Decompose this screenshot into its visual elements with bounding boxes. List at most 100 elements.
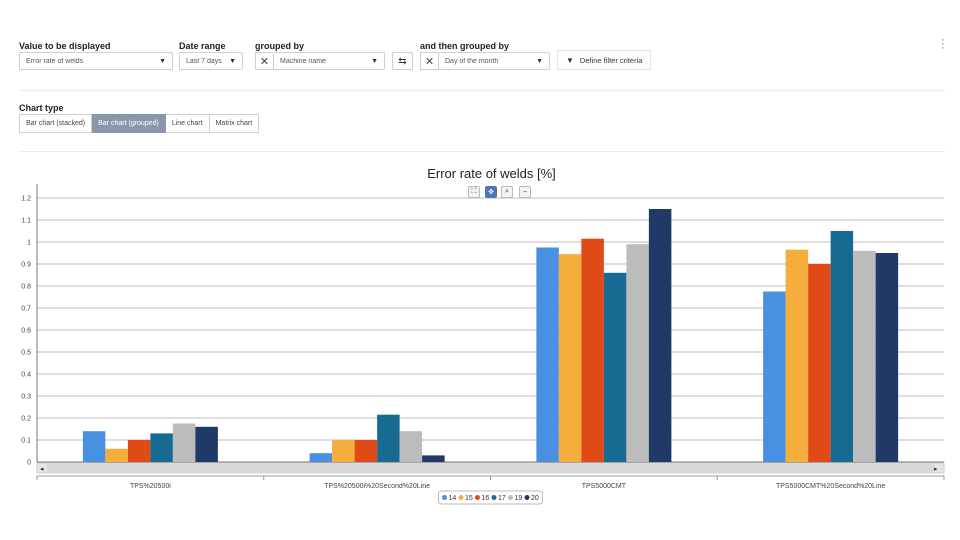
swap-icon: ⇆ xyxy=(398,55,407,67)
legend-marker xyxy=(442,495,447,500)
legend-marker xyxy=(508,495,513,500)
x-tick-label: TPS%20500i xyxy=(130,483,171,490)
legend-marker xyxy=(475,495,480,500)
y-tick-label: 0.8 xyxy=(21,284,31,291)
pan-button[interactable]: ✥ xyxy=(485,186,497,198)
swap-grouping-button[interactable]: ⇆ xyxy=(392,52,413,70)
bar xyxy=(830,231,854,462)
bar xyxy=(172,423,196,462)
legend-box xyxy=(438,490,543,505)
chevron-down-icon: ▼ xyxy=(159,57,166,65)
bar xyxy=(309,453,333,462)
clear-grouped-by-button[interactable]: ✕ xyxy=(255,52,273,70)
bar xyxy=(377,414,400,462)
bar xyxy=(422,455,445,462)
chart-type-matrix[interactable]: Matrix chart xyxy=(209,114,260,133)
bar xyxy=(626,244,649,462)
bar xyxy=(399,431,423,462)
bar xyxy=(581,238,604,462)
value-select[interactable]: Error rate of welds ▼ xyxy=(19,52,173,70)
bar xyxy=(648,209,672,462)
x-tick-label: TPS%20500i%20Second%20Line xyxy=(324,483,430,490)
bar xyxy=(853,250,876,462)
chart-type-line[interactable]: Line chart xyxy=(165,114,210,133)
y-tick-label: 1.1 xyxy=(21,218,31,225)
zoom-in-icon: ⌕ xyxy=(505,188,509,195)
chart-type-group: Bar chart (stacked) Bar chart (grouped) … xyxy=(19,114,260,133)
pan-icon: ✥ xyxy=(488,189,494,196)
grouped-by-label: grouped by xyxy=(255,41,304,51)
date-range-label: Date range xyxy=(179,41,226,51)
bar xyxy=(105,448,128,462)
scroll-right-icon: ▸ xyxy=(934,465,938,473)
clear-then-grouped-by-button[interactable]: ✕ xyxy=(420,52,438,70)
bar xyxy=(195,426,218,462)
legend-label: 16 xyxy=(482,495,490,502)
bar xyxy=(763,291,786,462)
scrollbar-thumb xyxy=(47,464,934,472)
zoom-fit-button[interactable]: ⛶ xyxy=(468,186,480,198)
define-filter-button[interactable]: ▼ Define filter criteria xyxy=(557,50,652,70)
bar-chart: Error rate of welds [%] 0 0.1 0.2 0.3 0.4 0.5 0… xyxy=(21,166,945,505)
chart-title: Error rate of welds [%] xyxy=(427,166,556,181)
y-tick-label: 0.7 xyxy=(21,306,31,313)
bar xyxy=(558,254,582,462)
close-icon: ✕ xyxy=(424,55,435,68)
y-tick-label: 0.6 xyxy=(21,328,31,335)
bar xyxy=(875,253,899,462)
y-tick-label: 1.2 xyxy=(21,196,31,203)
chevron-down-icon: ▼ xyxy=(229,57,236,65)
x-tick-label: TPS5000CMT xyxy=(582,483,627,490)
y-tick-label: 1 xyxy=(27,240,31,247)
divider xyxy=(19,90,945,91)
legend-marker xyxy=(524,495,530,500)
x-tick-label: TPS5000CMT%20Second%20Line xyxy=(776,483,885,490)
legend-label: 19 xyxy=(515,495,523,502)
bar xyxy=(82,431,106,462)
bar xyxy=(536,247,559,462)
y-tick-label: 0.2 xyxy=(21,416,31,423)
chart-type-grouped[interactable]: Bar chart (grouped) xyxy=(92,114,166,133)
grouped-by-select-text: Machine name xyxy=(280,57,326,65)
zoom-in-button[interactable]: ⌕ xyxy=(501,186,513,198)
then-grouped-by-select-text: Day of the month xyxy=(445,57,499,65)
fit-icon: ⛶ xyxy=(471,188,477,195)
bar xyxy=(808,264,831,462)
chevron-down-icon: ▼ xyxy=(536,57,543,65)
then-grouped-by-label: and then grouped by xyxy=(420,41,509,51)
chart-type-label: Chart type xyxy=(19,103,64,113)
divider xyxy=(19,151,945,152)
bar xyxy=(127,440,151,462)
legend-marker xyxy=(458,495,464,500)
y-tick-label: 0 xyxy=(27,460,31,467)
date-range-select-text: Last 7 days xyxy=(186,57,222,65)
value-label: Value to be displayed xyxy=(19,41,111,51)
legend-label: 14 xyxy=(449,495,457,502)
define-filter-label: Define filter criteria xyxy=(579,55,643,65)
chart-type-stacked[interactable]: Bar chart (stacked) xyxy=(19,114,93,133)
zoom-out-button[interactable]: − xyxy=(519,186,531,198)
bar xyxy=(785,249,809,462)
bar xyxy=(332,440,355,462)
close-icon: ✕ xyxy=(259,55,270,68)
y-tick-label: 0.9 xyxy=(21,262,31,269)
zoom-out-icon: − xyxy=(522,188,528,196)
y-tick-label: 0.1 xyxy=(21,438,31,445)
filter-icon: ▼ xyxy=(566,55,574,65)
more-vertical-icon[interactable]: · · · xyxy=(941,34,945,54)
legend-label: 20 xyxy=(531,495,539,502)
bar xyxy=(603,272,627,462)
legend-label: 15 xyxy=(465,495,473,502)
legend-marker xyxy=(491,495,497,500)
then-grouped-by-select[interactable]: Day of the month ▼ xyxy=(438,52,550,70)
date-range-select[interactable]: Last 7 days ▼ xyxy=(179,52,243,70)
y-tick-label: 0.5 xyxy=(21,350,31,357)
bar xyxy=(150,433,173,462)
value-select-text: Error rate of welds xyxy=(26,57,84,65)
bar xyxy=(354,440,378,462)
grouped-by-select[interactable]: Machine name ▼ xyxy=(273,52,385,70)
legend-label: 17 xyxy=(498,495,506,502)
y-tick-label: 0.4 xyxy=(21,372,31,379)
chevron-down-icon: ▼ xyxy=(371,57,378,65)
scroll-left-icon: ◂ xyxy=(40,465,44,473)
